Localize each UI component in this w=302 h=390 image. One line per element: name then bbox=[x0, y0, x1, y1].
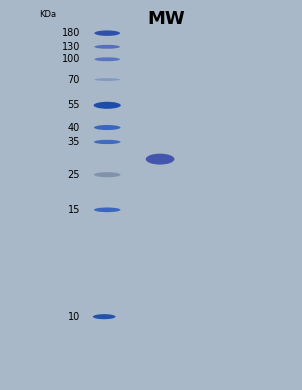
Ellipse shape bbox=[94, 30, 120, 36]
Text: 55: 55 bbox=[68, 100, 80, 110]
Ellipse shape bbox=[94, 140, 120, 144]
Ellipse shape bbox=[146, 154, 175, 165]
Text: 10: 10 bbox=[68, 312, 80, 322]
Ellipse shape bbox=[94, 125, 120, 130]
Text: 130: 130 bbox=[62, 42, 80, 52]
Ellipse shape bbox=[94, 172, 120, 177]
Text: 35: 35 bbox=[68, 137, 80, 147]
Ellipse shape bbox=[94, 45, 120, 49]
Text: KDa: KDa bbox=[39, 10, 56, 19]
Ellipse shape bbox=[93, 314, 115, 319]
Text: MW: MW bbox=[147, 10, 185, 28]
Text: 15: 15 bbox=[68, 205, 80, 215]
Ellipse shape bbox=[94, 78, 120, 81]
Ellipse shape bbox=[94, 57, 120, 61]
Ellipse shape bbox=[94, 102, 121, 109]
Text: 40: 40 bbox=[68, 122, 80, 133]
Text: 180: 180 bbox=[62, 28, 80, 38]
Text: 70: 70 bbox=[68, 74, 80, 85]
Text: 100: 100 bbox=[62, 54, 80, 64]
Text: 25: 25 bbox=[68, 170, 80, 180]
Ellipse shape bbox=[94, 207, 120, 212]
